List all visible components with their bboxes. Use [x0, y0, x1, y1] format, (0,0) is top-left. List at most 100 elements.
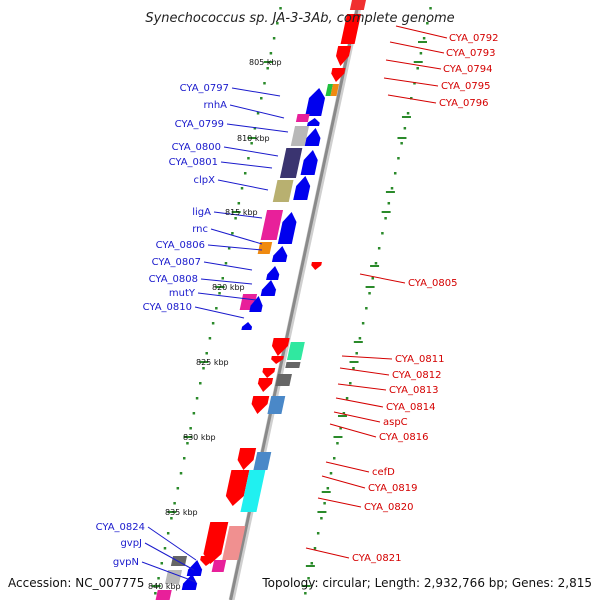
tick-dot [224, 262, 228, 265]
gene-label-cya-0800[interactable]: CYA_0800 [172, 142, 221, 153]
tick-dot [250, 142, 253, 145]
feature-gvp-red [200, 556, 216, 566]
tick-dot [256, 112, 260, 115]
tick-dot [157, 577, 160, 580]
leader-line-minus [325, 461, 370, 473]
kbp-label: 805 kbp [249, 58, 282, 67]
kbp-label: 835 kbp [165, 508, 198, 517]
tick-dot [316, 532, 320, 535]
tick-dot [368, 292, 371, 295]
gene-label-cya-0814[interactable]: CYA_0814 [386, 402, 435, 413]
leader-line-minus [335, 397, 384, 408]
gene-label-cya-0813[interactable]: CYA_0813 [389, 385, 438, 396]
tick-dot [176, 487, 180, 490]
gene-label-rnc[interactable]: rnc [192, 224, 208, 235]
gene-label-cya-0824[interactable]: CYA_0824 [96, 522, 145, 533]
gene-label-cya-0810[interactable]: CYA_0810 [143, 302, 192, 313]
tick-dot [163, 547, 167, 550]
feature-red-block [349, 0, 366, 10]
leader-line-plus [231, 87, 281, 97]
kbp-label: 810 kbp [237, 134, 270, 143]
feature-cya-0801 [300, 150, 318, 175]
tick-dot [339, 427, 342, 430]
feature-gvpn-arrow [181, 574, 198, 590]
feature-cya-0810 [241, 322, 253, 330]
gene-label-gvpj[interactable]: gvpJ [120, 538, 142, 549]
kbp-label: 825 kbp [196, 358, 229, 367]
gene-label-cya-0820[interactable]: CYA_0820 [364, 502, 413, 513]
tick-dot [231, 232, 234, 235]
gene-label-cya-0806[interactable]: CYA_0806 [156, 240, 205, 251]
kbp-label: 840 kbp [148, 582, 181, 591]
tick-dot [227, 247, 231, 250]
gene-label-aspc[interactable]: aspC [383, 417, 408, 428]
tick-dot [276, 22, 279, 25]
gene-label-cya-0812[interactable]: CYA_0812 [392, 370, 441, 381]
gene-label-cya-0805[interactable]: CYA_0805 [408, 278, 457, 289]
tick-dot [279, 7, 282, 10]
feature-liga [260, 210, 284, 240]
gene-label-cya-0792[interactable]: CYA_0792 [449, 33, 498, 44]
gene-label-cya-0799[interactable]: CYA_0799 [175, 119, 224, 130]
gene-label-cya-0808[interactable]: CYA_0808 [149, 274, 198, 285]
leader-line-plus [207, 244, 263, 251]
topology-text: Topology: circular; Length: 2,932,766 bp… [261, 576, 592, 590]
tick-dot [349, 382, 352, 385]
leader-line-minus [339, 367, 390, 376]
feature-cya-0811-arrow [271, 338, 290, 356]
tick-dot [342, 412, 346, 415]
tick-dot [336, 442, 339, 445]
gene-label-cefd[interactable]: cefD [372, 467, 395, 478]
tick-dot [422, 37, 426, 40]
gene-label-cya-0807[interactable]: CYA_0807 [152, 257, 201, 268]
feature-cya-0793 [336, 46, 352, 66]
feature-cya-0795b [330, 84, 340, 96]
leader-line-minus [337, 383, 387, 391]
feature-cya-0821-arrow [203, 522, 229, 564]
tick-dot [387, 202, 391, 205]
feature-cya-0813 [275, 374, 292, 386]
leader-line-minus [317, 497, 362, 508]
gene-label-clpx[interactable]: clpX [194, 175, 216, 186]
tick-dot [199, 382, 202, 385]
tick-dot [170, 517, 173, 520]
tick-dot [400, 142, 403, 145]
tick-dot [374, 262, 378, 265]
tick-dot [266, 67, 269, 70]
tick-dot [352, 367, 355, 370]
gene-label-cya-0796[interactable]: CYA_0796 [439, 98, 488, 109]
tick-dot [345, 397, 349, 400]
gene-label-muty[interactable]: mutY [169, 288, 196, 299]
gene-label-cya-0811[interactable]: CYA_0811 [395, 354, 444, 365]
tick-dot [304, 592, 307, 595]
gene-label-cya-0819[interactable]: CYA_0819 [368, 483, 417, 494]
tick-dot [211, 322, 215, 325]
map-title: Synechococcus sp. JA-3-3Ab, complete gen… [145, 11, 454, 26]
feature-cya-0806 [271, 246, 288, 262]
gene-label-cya-0801[interactable]: CYA_0801 [169, 157, 218, 168]
tick-dot [429, 7, 432, 10]
tick-dot [419, 52, 423, 55]
gene-label-cya-0816[interactable]: CYA_0816 [379, 432, 428, 443]
gene-label-cya-0797[interactable]: CYA_0797 [180, 83, 229, 94]
tick-dot [393, 172, 397, 175]
tick-dot [413, 82, 416, 85]
tick-dot [329, 472, 333, 475]
tick-dot [221, 277, 225, 280]
gene-label-cya-0821[interactable]: CYA_0821 [352, 553, 401, 564]
gene-label-liga[interactable]: ligA [192, 207, 211, 218]
gene-label-cya-0793[interactable]: CYA_0793 [446, 48, 495, 59]
leader-line-plus [194, 306, 245, 319]
gene-label-cya-0794[interactable]: CYA_0794 [443, 64, 492, 75]
feature-cya-0807 [266, 266, 280, 280]
feature-rnha-arrow [307, 118, 320, 126]
accession-text: Accession: NC_007775 [8, 576, 144, 590]
leader-line-plus [213, 211, 263, 219]
feature-cya-0797 [305, 88, 326, 116]
leader-line-plus [229, 104, 285, 119]
gene-label-cya-0795[interactable]: CYA_0795 [441, 81, 490, 92]
gene-label-rnha[interactable]: rnhA [204, 100, 228, 111]
gene-label-gvpn[interactable]: gvpN [113, 557, 139, 568]
